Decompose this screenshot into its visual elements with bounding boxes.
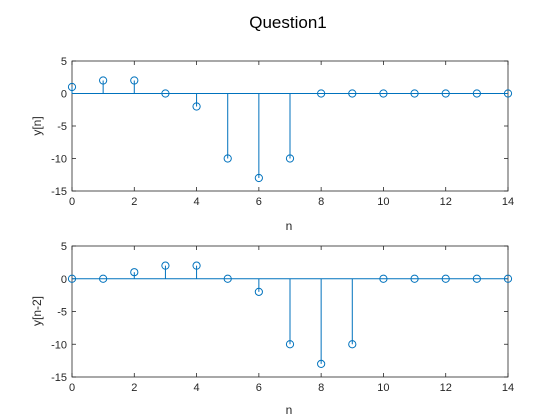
plot-y-n-xtick-label: 12	[440, 196, 452, 208]
plot-y-n-stem-marker	[254, 173, 263, 183]
plot-y-n-minus-2: n y[n-2] 0 2 4 6 8 10 12 14 -15 -10 -5 0 5	[30, 241, 514, 417]
plot-y-n-minus-2-xtick-label: 4	[194, 382, 200, 394]
plot-y-n-stem-marker	[67, 82, 77, 92]
plot-y-n-minus-2-stem-marker	[317, 359, 326, 368]
plot-y-n-minus-2-xtick-label: 6	[256, 382, 262, 394]
plot-y-n-xlabel: n	[286, 219, 293, 233]
plot-y-n-stem-marker	[317, 89, 326, 98]
plot-y-n-minus-2-stem-marker	[67, 274, 77, 283]
plot-y-n-minus-2-stem-marker	[192, 261, 201, 270]
plot-y-n-xtick-label: 10	[377, 196, 389, 208]
plot-y-n-stem-marker	[99, 76, 108, 85]
plot-y-n-minus-2-ytick-label: -15	[51, 372, 67, 384]
plot-y-n-minus-2-xtick-label: 10	[377, 382, 389, 394]
plot-y-n-ytick-label: 5	[61, 56, 67, 68]
plot-y-n-minus-2-xtick-label: 12	[440, 382, 452, 394]
plot-y-n-minus-2-stem-marker	[441, 274, 450, 283]
plot-y-n-minus-2-xtick-label: 2	[131, 382, 137, 394]
plot-y-n-xtick-label: 6	[256, 196, 262, 208]
plot-y-n-minus-2-stem-marker	[130, 268, 139, 277]
plot-y-n-minus-2-stem-marker	[254, 287, 263, 296]
plot-y-n-xtick-label: 14	[502, 196, 514, 208]
plot-y-n-xtick-label: 4	[194, 196, 200, 208]
plot-y-n-minus-2-stem-marker	[223, 274, 232, 283]
plot-y-n-minus-2-ylabel: y[n-2]	[30, 296, 44, 326]
plot-y-n-ytick-label: -10	[51, 154, 67, 166]
plot-y-n-minus-2-ytick-label: 0	[61, 274, 67, 286]
plot-y-n-minus-2-xtick-label: 8	[318, 382, 324, 394]
plot-y-n-stem-marker	[192, 102, 201, 111]
plot-y-n-stem-marker	[161, 89, 170, 98]
plot-y-n-minus-2-ytick-label: -10	[51, 339, 67, 351]
plot-y-n-stem-marker	[503, 89, 513, 98]
plot-y-n-stem-marker	[410, 89, 419, 98]
plot-y-n-minus-2-ytick-label: 5	[61, 241, 67, 253]
plot-y-n-minus-2-xtick-label: 0	[69, 382, 75, 394]
plot-y-n-minus-2-stem-marker	[161, 261, 170, 270]
plot-y-n-stem-marker	[379, 89, 388, 98]
plot-y-n-stem-marker	[441, 89, 450, 98]
plot-y-n-minus-2-stem-marker	[348, 340, 357, 349]
plot-y-n-stem-marker	[348, 89, 357, 98]
plot-y-n-xtick-label: 0	[69, 196, 75, 208]
figure-title: Question1	[249, 13, 327, 32]
plot-y-n: n y[n] 0 2 4 6 8 10 12 14 -15 -10 -5 0 5	[30, 56, 514, 233]
plot-y-n-minus-2-stem-marker	[285, 340, 295, 349]
plot-y-n-stem-marker	[285, 154, 295, 163]
plot-y-n-stem-marker	[472, 89, 481, 98]
plot-y-n-ytick-label: 0	[61, 89, 67, 101]
plot-y-n-ylabel: y[n]	[30, 116, 44, 135]
plot-y-n-minus-2-stem-marker	[99, 274, 108, 283]
plot-y-n-minus-2-ytick-label: -5	[57, 307, 67, 319]
plot-y-n-minus-2-stem-marker	[379, 274, 388, 283]
plot-y-n-xtick-label: 2	[131, 196, 137, 208]
plot-y-n-minus-2-xtick-label: 14	[502, 382, 514, 394]
plot-y-n-xtick-label: 8	[318, 196, 324, 208]
plot-y-n-minus-2-xlabel: n	[286, 403, 293, 417]
plot-y-n-minus-2-stem-marker	[410, 274, 419, 283]
plot-y-n-stem-marker	[223, 154, 232, 163]
plot-y-n-minus-2-stem-marker	[472, 274, 481, 283]
plot-y-n-minus-2-stem-marker	[503, 274, 513, 283]
plot-y-n-stem-marker	[130, 76, 139, 85]
plot-y-n-ytick-label: -5	[57, 121, 67, 133]
plot-y-n-ytick-label: -15	[51, 186, 67, 198]
